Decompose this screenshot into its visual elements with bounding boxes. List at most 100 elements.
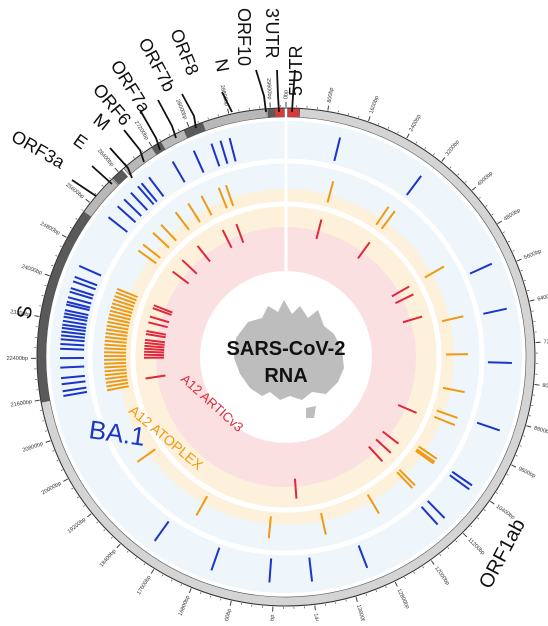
scale-tick [456,541,457,542]
scale-tick [178,129,179,131]
scale-tick [463,533,467,537]
scale-tick [70,227,72,228]
scale-tick-label: 24800bp [39,221,61,237]
scale-tick-label: 4000bp [477,171,495,188]
scale-tick-label: 20800bp [22,441,44,454]
scale-tick-label: 4800bp [503,208,522,223]
scale-tick [395,582,397,586]
scale-tick [315,605,316,610]
scale-tick [516,455,518,456]
scale-tick [425,147,426,149]
scale-tick [133,157,134,159]
scale-tick [486,205,488,206]
scale-tick [117,544,120,548]
scale-tick [102,185,103,186]
scale-tick-label: 12000bp [433,566,450,587]
scale-tick-label: 2400bp [408,114,422,133]
scale-tick [149,142,152,146]
scale-tick [86,199,90,202]
scale-tick [109,177,110,178]
scale-tick [479,197,481,198]
scale-tick [82,210,84,211]
scale-tick [530,300,535,301]
scale-tick [526,426,531,427]
scale-tick [77,497,79,498]
scale-tick-label: 21600bp [10,399,32,409]
scale-tick [517,259,522,261]
scale-tick-label: 24000bp [21,264,43,277]
scale-tick [513,251,515,252]
scale-tick [189,588,191,593]
scale-tick [56,460,58,461]
scale-tick [111,537,112,538]
scale-tick-label: 17600bp [136,575,152,596]
gene-label-orf3a: ORF3a [8,126,69,173]
scale-tick [490,501,494,504]
scale-tick-label: 8000bp [542,383,548,391]
scale-tick [60,246,62,247]
scale-tick-label: 11200bp [466,537,485,556]
scale-tick [171,580,172,582]
gene-label-n: N [211,57,233,73]
center-title-line2: RNA [264,365,307,387]
gene-label-3utr: 3'UTR [262,8,282,58]
scale-tick [95,193,97,194]
center-title-line1: SARS-CoV-2 [227,338,346,360]
scale-tick-label: 5600bp [523,249,542,262]
scale-tick [169,134,170,136]
scale-tick [46,441,51,443]
scale-tick [465,181,466,182]
scale-tick [423,566,424,568]
scale-tick-label: 1600bp [369,95,381,114]
atoplex-mutation-mark [104,352,126,353]
scale-tick [431,560,434,564]
scale-tick [97,522,99,523]
scale-tick [181,584,182,586]
scale-tick [144,563,145,565]
scale-tick [511,465,516,467]
scale-tick-label: 16800bp [178,595,192,617]
atoplex-mutation-mark [104,348,126,349]
scale-tick [376,590,377,592]
gene-label-s: S [13,304,37,321]
scale-tick [496,492,498,493]
scale-tick [198,121,199,123]
scale-tick [527,290,529,291]
ba1-mutation-mark [60,367,84,368]
scale-tick [358,116,359,118]
scale-tick [160,139,161,141]
scale-tick [508,241,510,242]
scale-tick [477,518,479,519]
gene-label-5utr: 5'UTR [286,46,306,96]
scale-tick [76,218,78,219]
atoplex-mutation-mark [104,366,126,367]
scale-tick-label: 800bp [327,87,335,103]
scale-tick [502,484,504,485]
scale-tick [520,446,522,447]
scale-tick [328,106,329,111]
scale-tick [378,123,379,125]
scale-tick [127,551,128,553]
scale-tick [83,505,85,506]
scale-tick-label: 25600bp [64,182,85,200]
scale-tick [507,474,509,475]
scale-tick [448,548,449,550]
scale-tick [388,127,389,129]
gene-label-orf10: ORF10 [234,8,254,66]
articv3-mutation-mark [144,352,164,353]
scale-tick [218,114,219,116]
scale-tick [135,557,136,559]
scale-tick [45,431,47,432]
scale-tick-label: 12800bp [396,588,411,610]
scale-tick [386,586,387,588]
scale-tick [440,554,441,556]
scale-tick [416,142,417,144]
scale-tick-label: 16000bp [222,608,233,621]
scale-tick [433,153,434,155]
scale-tick [187,122,189,127]
scale-tick [104,530,105,531]
scale-tick [398,131,399,133]
scale-tick [368,116,370,121]
